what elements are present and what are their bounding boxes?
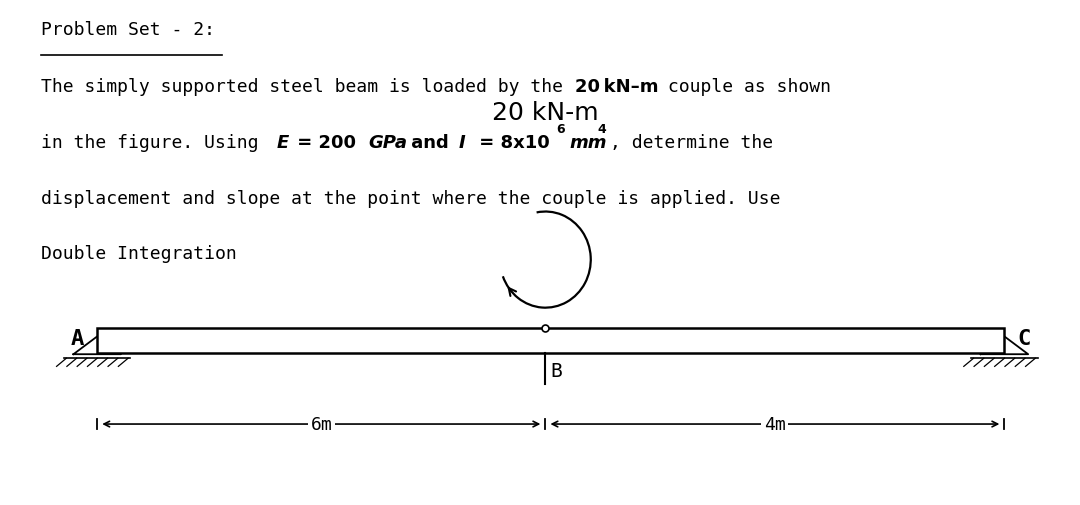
Polygon shape xyxy=(981,337,1028,355)
Text: E: E xyxy=(276,134,288,152)
Text: , determine the: , determine the xyxy=(610,134,773,152)
Text: 4: 4 xyxy=(597,123,606,136)
Text: B: B xyxy=(551,361,563,380)
Text: A: A xyxy=(71,328,84,348)
Text: couple as shown: couple as shown xyxy=(657,78,831,96)
Text: 20 kN-m: 20 kN-m xyxy=(492,101,598,125)
Text: 6m: 6m xyxy=(310,415,333,433)
Text: mm: mm xyxy=(569,134,607,152)
Text: and: and xyxy=(405,134,455,152)
Text: Problem Set - 2:: Problem Set - 2: xyxy=(41,21,215,39)
Polygon shape xyxy=(73,337,121,355)
Text: = 200: = 200 xyxy=(291,134,362,152)
Text: Double Integration: Double Integration xyxy=(41,245,237,263)
Text: in the figure. Using: in the figure. Using xyxy=(41,134,269,152)
Text: 20 kN–m: 20 kN–m xyxy=(575,78,658,96)
Text: 4m: 4m xyxy=(764,415,786,433)
Bar xyxy=(97,328,1004,353)
Text: C: C xyxy=(1017,328,1030,348)
Text: I: I xyxy=(459,134,465,152)
Text: The simply supported steel beam is loaded by the: The simply supported steel beam is loade… xyxy=(41,78,573,96)
Text: 6: 6 xyxy=(556,123,565,136)
Text: = 8x10: = 8x10 xyxy=(473,134,550,152)
Text: GPa: GPa xyxy=(368,134,407,152)
Text: displacement and slope at the point where the couple is applied. Use: displacement and slope at the point wher… xyxy=(41,189,781,208)
